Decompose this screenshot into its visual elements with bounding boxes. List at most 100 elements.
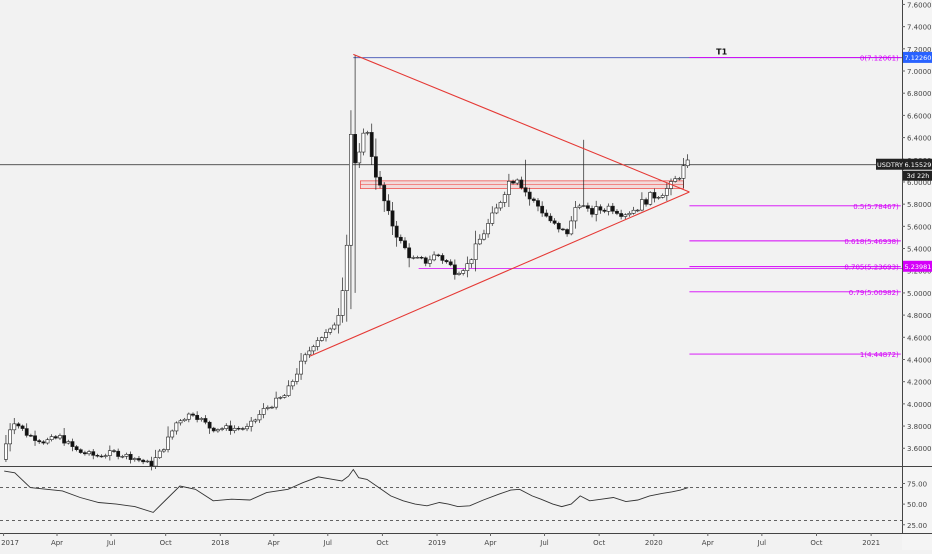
candle[interactable] xyxy=(390,202,395,235)
candle[interactable] xyxy=(141,458,146,465)
candle[interactable] xyxy=(70,438,75,452)
candle[interactable] xyxy=(577,203,582,210)
candle[interactable] xyxy=(681,158,686,189)
candle[interactable] xyxy=(378,171,382,189)
candle[interactable] xyxy=(336,308,341,334)
candle[interactable] xyxy=(473,230,478,272)
candle[interactable] xyxy=(477,234,482,246)
candle[interactable] xyxy=(282,393,287,399)
candle[interactable] xyxy=(623,213,628,220)
candle[interactable] xyxy=(137,456,141,463)
candle[interactable] xyxy=(319,336,324,342)
candle[interactable] xyxy=(415,255,420,259)
candle[interactable] xyxy=(207,420,212,434)
candle[interactable] xyxy=(452,259,457,280)
candle[interactable] xyxy=(465,256,470,278)
candle[interactable] xyxy=(432,251,436,262)
candle[interactable] xyxy=(103,453,108,459)
candle[interactable] xyxy=(610,203,615,215)
candle[interactable] xyxy=(361,128,366,156)
candle[interactable] xyxy=(95,453,100,458)
candle[interactable] xyxy=(66,439,71,445)
candle[interactable] xyxy=(428,255,432,268)
candle[interactable] xyxy=(20,424,25,431)
candle[interactable] xyxy=(157,448,162,459)
candle[interactable] xyxy=(502,191,507,208)
candle[interactable] xyxy=(132,457,137,462)
candle[interactable] xyxy=(178,419,183,426)
candle[interactable] xyxy=(278,396,283,400)
candle[interactable] xyxy=(423,256,428,267)
candle[interactable] xyxy=(448,259,453,267)
candle[interactable] xyxy=(240,426,245,431)
candle[interactable] xyxy=(440,253,445,264)
price-scale[interactable] xyxy=(902,0,932,550)
candle[interactable] xyxy=(585,202,590,212)
lower-trendline[interactable] xyxy=(309,191,690,357)
candle[interactable] xyxy=(648,191,653,206)
candle[interactable] xyxy=(28,433,33,438)
candle[interactable] xyxy=(74,445,79,452)
candle[interactable] xyxy=(403,237,407,250)
candle[interactable] xyxy=(311,344,316,354)
rsi-line[interactable] xyxy=(4,468,689,513)
candle[interactable] xyxy=(482,229,486,241)
candle[interactable] xyxy=(386,194,391,215)
candle[interactable] xyxy=(265,405,270,411)
candle[interactable] xyxy=(249,417,254,432)
candle[interactable] xyxy=(527,187,532,206)
candle[interactable] xyxy=(677,176,682,181)
rsi-pane[interactable] xyxy=(0,468,902,521)
candle[interactable] xyxy=(457,271,461,276)
candle[interactable] xyxy=(444,259,449,264)
candle[interactable] xyxy=(62,428,67,446)
candle[interactable] xyxy=(49,434,54,442)
candle[interactable] xyxy=(382,182,387,212)
candle[interactable] xyxy=(199,416,204,422)
candle[interactable] xyxy=(257,410,262,423)
candle[interactable] xyxy=(419,255,424,260)
candle[interactable] xyxy=(365,130,370,136)
candle[interactable] xyxy=(561,227,565,232)
candle[interactable] xyxy=(191,412,195,417)
candle[interactable] xyxy=(274,391,279,410)
candle[interactable] xyxy=(232,425,237,434)
candle[interactable] xyxy=(83,450,87,456)
candle[interactable] xyxy=(220,427,224,432)
candle[interactable] xyxy=(170,429,175,440)
candle[interactable] xyxy=(253,418,258,424)
candle[interactable] xyxy=(569,216,574,236)
candle[interactable] xyxy=(515,178,520,186)
candle[interactable] xyxy=(490,206,495,226)
candle[interactable] xyxy=(295,368,299,385)
candle[interactable] xyxy=(506,173,511,208)
candle[interactable] xyxy=(245,423,249,432)
candle[interactable] xyxy=(536,198,540,212)
candles[interactable] xyxy=(4,55,690,471)
candle[interactable] xyxy=(58,433,62,440)
candle[interactable] xyxy=(261,403,266,419)
candle[interactable] xyxy=(498,200,503,211)
candle[interactable] xyxy=(286,380,291,398)
candle[interactable] xyxy=(12,418,17,435)
candle[interactable] xyxy=(548,213,553,223)
candle[interactable] xyxy=(660,193,665,199)
candle[interactable] xyxy=(120,454,125,459)
candle[interactable] xyxy=(270,405,274,409)
candle[interactable] xyxy=(519,176,524,190)
candle[interactable] xyxy=(540,201,545,217)
candle[interactable] xyxy=(24,423,29,438)
candle[interactable] xyxy=(224,423,229,431)
candle[interactable] xyxy=(315,337,320,351)
candle[interactable] xyxy=(644,197,648,207)
candle[interactable] xyxy=(656,195,661,200)
candle[interactable] xyxy=(635,208,640,213)
candle[interactable] xyxy=(8,423,12,452)
candle[interactable] xyxy=(116,448,121,460)
candle[interactable] xyxy=(353,55,357,293)
candle[interactable] xyxy=(357,143,362,169)
candle[interactable] xyxy=(631,206,636,215)
candle[interactable] xyxy=(598,204,603,214)
